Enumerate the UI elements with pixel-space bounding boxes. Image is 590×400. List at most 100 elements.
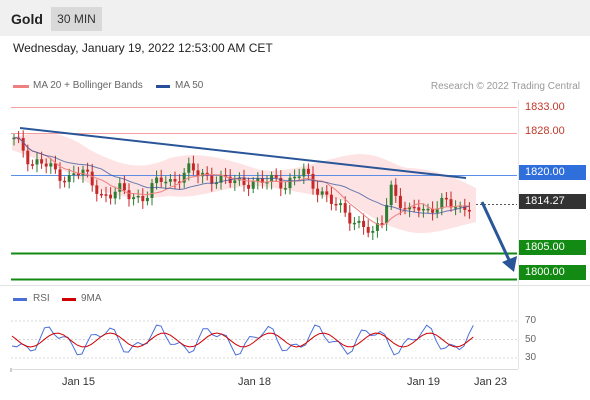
candle-body <box>288 177 292 189</box>
candle-body <box>426 208 430 211</box>
candle-body <box>260 178 264 183</box>
rsi-level-50: 50 <box>525 334 537 345</box>
candle-body <box>53 163 57 170</box>
candle-body <box>196 170 200 177</box>
candle-body <box>403 208 407 210</box>
candle-body <box>242 177 246 185</box>
candle-body <box>431 208 435 213</box>
forecast-arrowhead <box>502 256 517 272</box>
candle-body <box>21 138 25 151</box>
candle-body <box>380 223 384 225</box>
candle-body <box>145 197 149 202</box>
rsi-level-70: 70 <box>525 315 537 326</box>
x-date-jan15: Jan 15 <box>62 376 96 388</box>
forecast-arrow <box>480 201 512 263</box>
rsi-legend-label: RSI <box>33 293 50 304</box>
candle-body <box>90 171 94 186</box>
candle-body <box>58 169 62 181</box>
x-date-jan23: Jan 23 <box>474 376 508 388</box>
candle-body <box>421 208 425 211</box>
candle-body <box>467 209 471 212</box>
ma50-swatch <box>156 85 170 88</box>
candle-body <box>86 169 90 172</box>
candle-body <box>132 197 136 200</box>
rsi-level-30: 30 <box>525 352 537 363</box>
candle-body <box>375 223 379 231</box>
candle-body <box>454 207 458 209</box>
last-price-label: 1814.27 <box>519 194 586 209</box>
candle-body <box>316 188 320 195</box>
candle-body <box>334 203 338 206</box>
candle-body <box>104 194 108 196</box>
candle-body <box>302 168 306 177</box>
candle-body <box>118 183 122 192</box>
candle-body <box>398 195 402 209</box>
x-date-jan18: Jan 18 <box>238 376 272 388</box>
candle-body <box>247 184 251 189</box>
candle-body <box>168 179 172 182</box>
candle-body <box>371 230 375 233</box>
candle-body <box>279 177 283 189</box>
rsi-ma9-line <box>11 332 474 348</box>
candle-body <box>343 203 347 213</box>
candle-body <box>394 184 398 196</box>
level-1833: 1833.00 <box>519 100 586 115</box>
candle-body <box>99 193 103 196</box>
candle-body <box>348 212 352 224</box>
candle-body <box>352 222 356 225</box>
rsi-line <box>11 324 474 356</box>
ma9-legend-label: 9MA <box>81 293 102 304</box>
candle-body <box>26 150 30 165</box>
candle-body <box>40 159 44 164</box>
candle-body <box>173 179 177 182</box>
level-1820: 1820.00 <box>519 165 586 180</box>
ma20-swatch <box>13 85 29 88</box>
candle-body <box>95 185 99 194</box>
level-1800: 1800.00 <box>519 265 586 280</box>
candle-body <box>155 177 159 184</box>
asset-title: Gold <box>11 11 43 27</box>
level-1828: 1828.00 <box>519 124 586 139</box>
candle-body <box>76 173 80 176</box>
candle-body <box>357 220 361 223</box>
ma20-legend-label: MA 20 + Bollinger Bands <box>33 80 143 91</box>
tab-bar: Gold 30 MIN <box>0 0 590 36</box>
candle-body <box>178 181 182 184</box>
candle-body <box>329 194 333 204</box>
candle-body <box>311 173 315 189</box>
candle-body <box>444 197 448 200</box>
ma50-legend-label: MA 50 <box>175 80 204 91</box>
level-1805: 1805.00 <box>519 240 586 255</box>
candle-body <box>214 182 218 185</box>
candle-body <box>256 178 260 182</box>
candle-body <box>251 181 255 189</box>
candle-body <box>417 207 421 211</box>
candle-body <box>325 191 329 195</box>
candle-body <box>63 180 67 183</box>
ma20-line <box>13 137 470 227</box>
candle-body <box>127 190 131 200</box>
candle-body <box>320 191 324 195</box>
candle-body <box>30 164 34 166</box>
candle-body <box>182 172 186 183</box>
candle-body <box>44 163 48 167</box>
candle-body <box>389 184 393 206</box>
x-date-jan19: Jan 19 <box>407 376 441 388</box>
candle-body <box>219 175 223 183</box>
candle-body <box>362 220 366 227</box>
candle-body <box>210 175 214 184</box>
credit-text: Research © 2022 Trading Central <box>430 81 580 92</box>
candle-body <box>109 194 113 199</box>
candle-body <box>339 203 343 206</box>
candle-body <box>408 206 412 210</box>
candle-body <box>12 137 16 140</box>
candle-body <box>435 208 439 213</box>
timeframe-button[interactable]: 30 MIN <box>51 7 102 31</box>
candle-body <box>412 206 416 209</box>
candle-body <box>141 196 145 202</box>
candle-body <box>187 163 191 173</box>
candle-body <box>164 181 168 184</box>
candle-body <box>265 182 269 184</box>
candle-body <box>306 168 310 174</box>
